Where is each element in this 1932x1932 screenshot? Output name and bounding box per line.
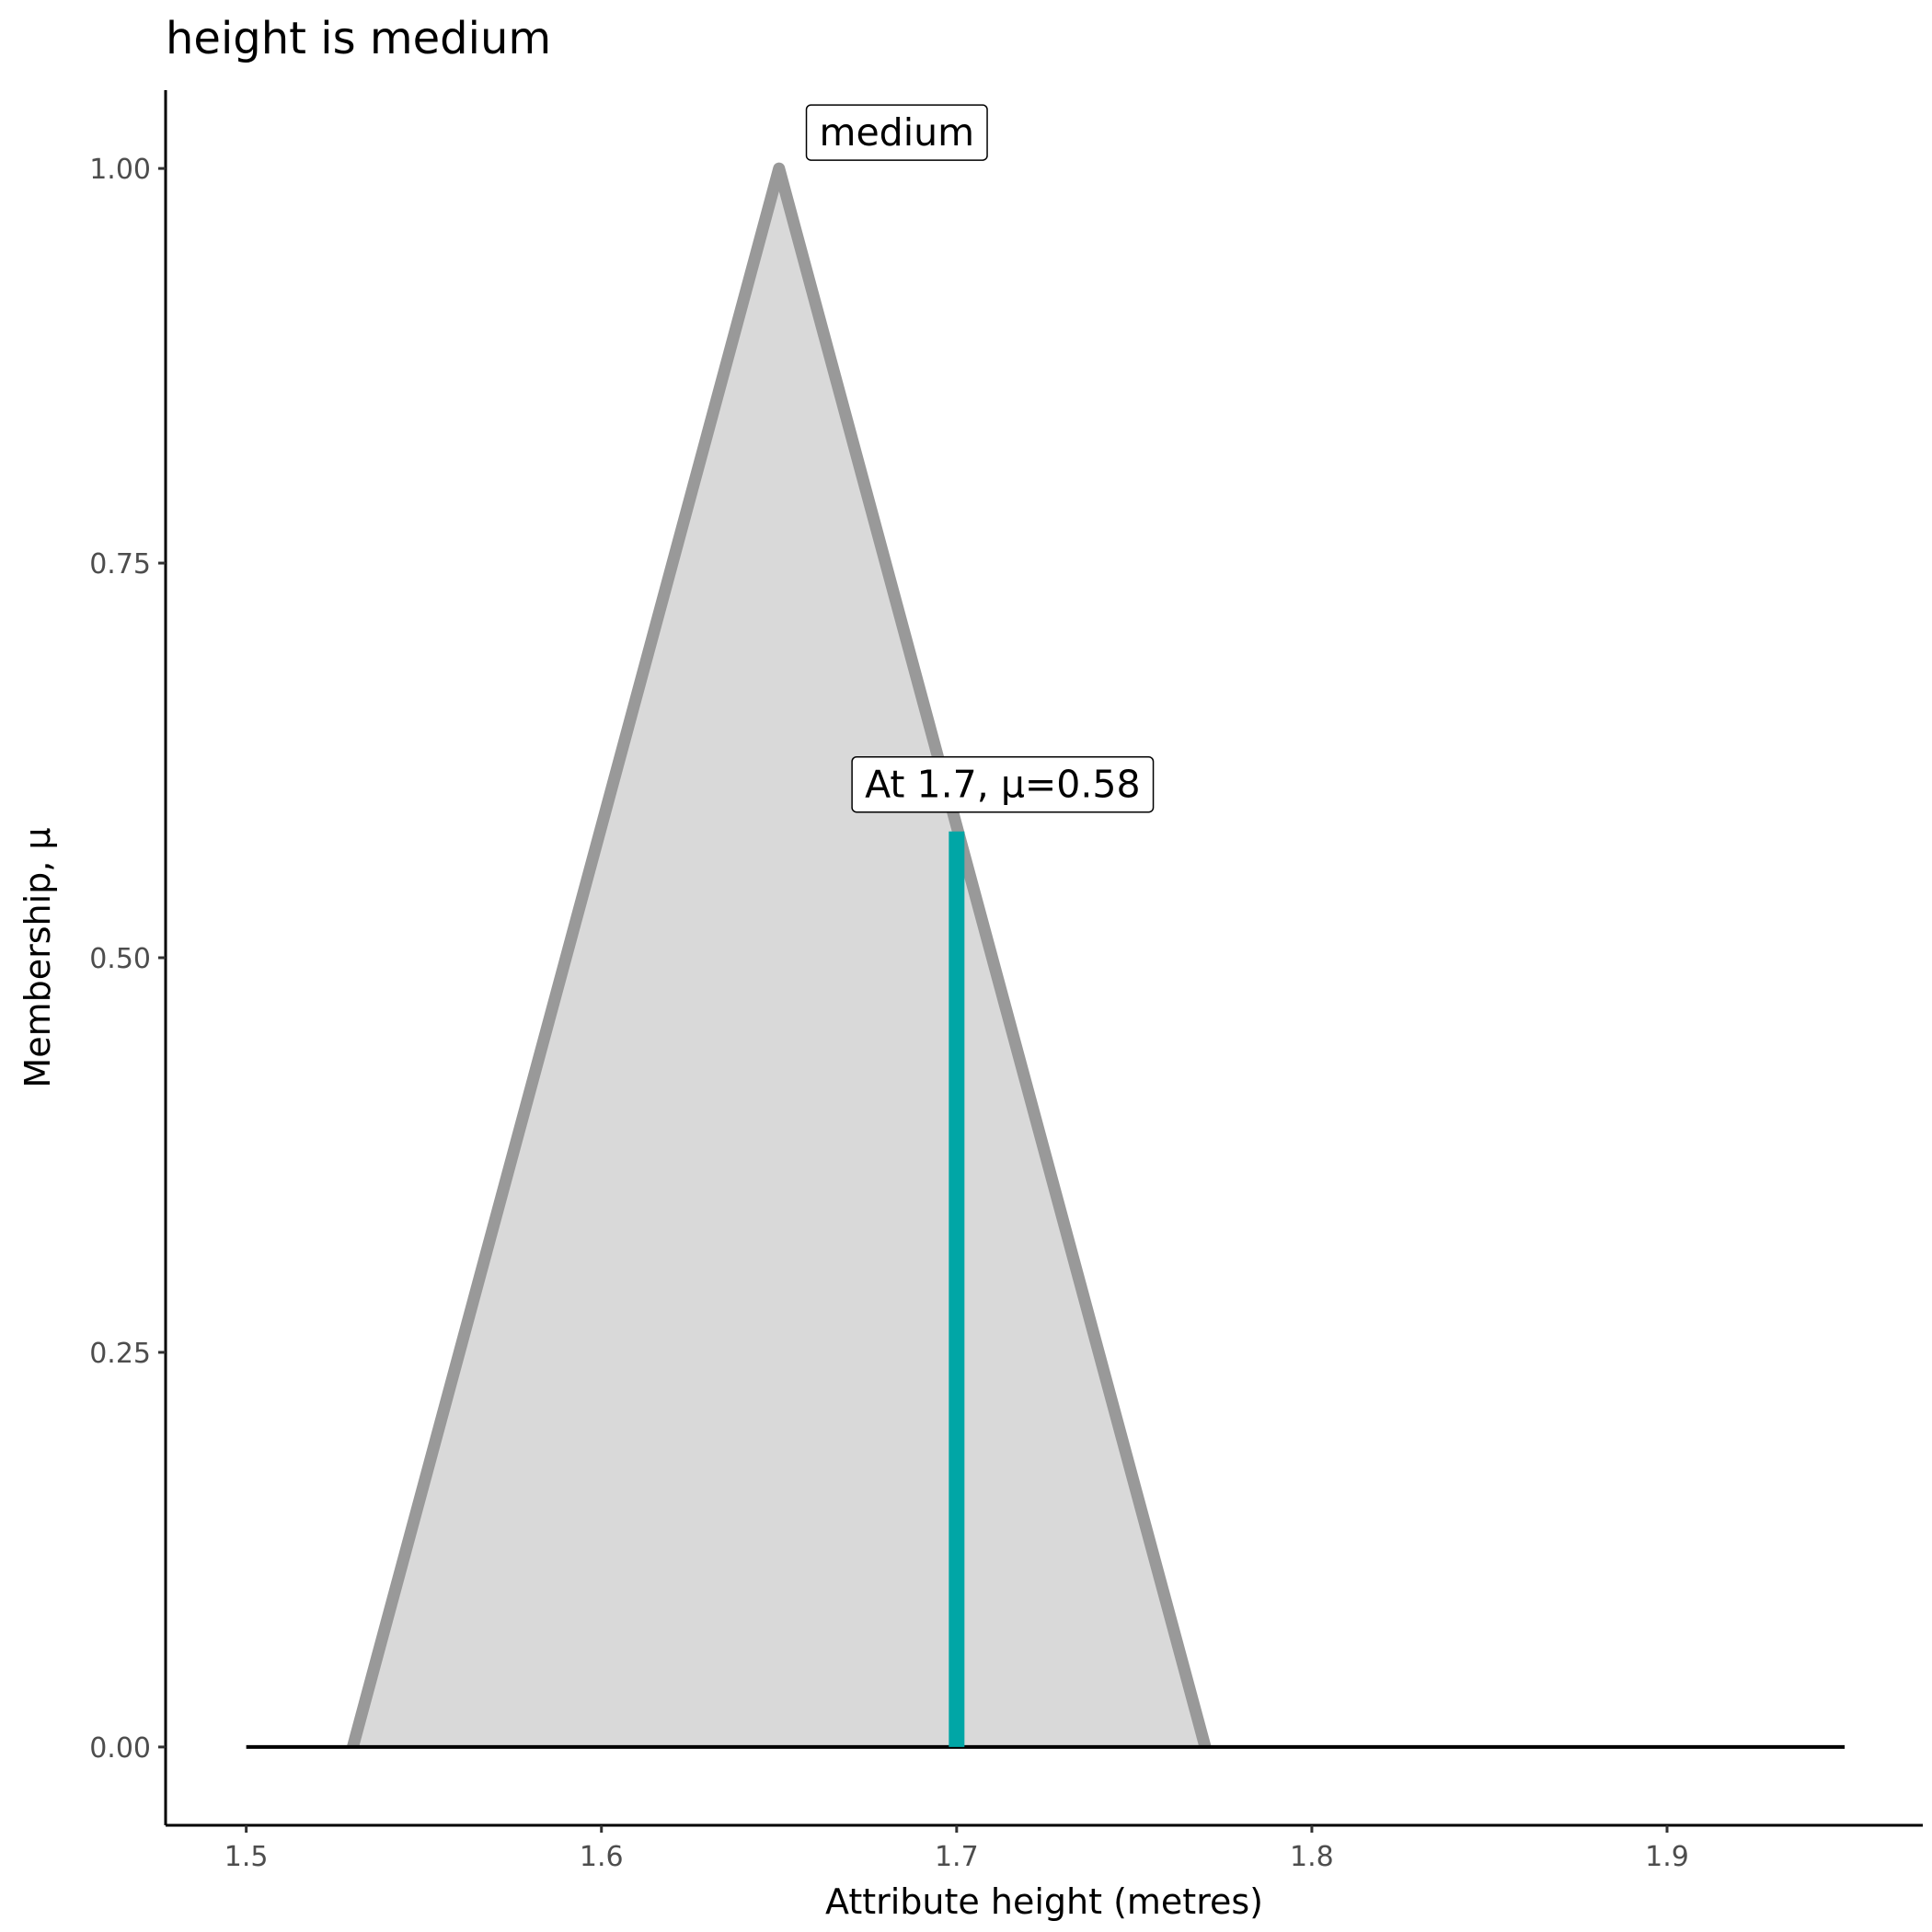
x-tick-label: 1.9	[1645, 1841, 1689, 1873]
x-axis-title: Attribute height (metres)	[825, 1881, 1263, 1922]
series-label: medium	[820, 110, 975, 155]
marker-label: At 1.7, μ=0.58	[865, 763, 1140, 807]
y-tick-label: 0.25	[89, 1338, 151, 1370]
x-tick-label: 1.5	[224, 1841, 269, 1873]
y-tick-label: 0.50	[89, 943, 151, 975]
x-tick-label: 1.6	[580, 1841, 624, 1873]
x-tick-label: 1.7	[935, 1841, 979, 1873]
x-tick-label: 1.8	[1290, 1841, 1334, 1873]
series-label-box	[805, 104, 988, 161]
y-axis-title: Membership, μ	[17, 827, 58, 1087]
marker-label-box	[851, 755, 1155, 813]
y-tick-label: 1.00	[89, 154, 151, 186]
y-tick-label: 0.00	[89, 1732, 151, 1765]
y-tick-label: 0.75	[89, 548, 151, 581]
area-outline	[347, 162, 1212, 1749]
chart-title: height is medium	[166, 13, 551, 64]
area-fill	[352, 168, 1206, 1747]
